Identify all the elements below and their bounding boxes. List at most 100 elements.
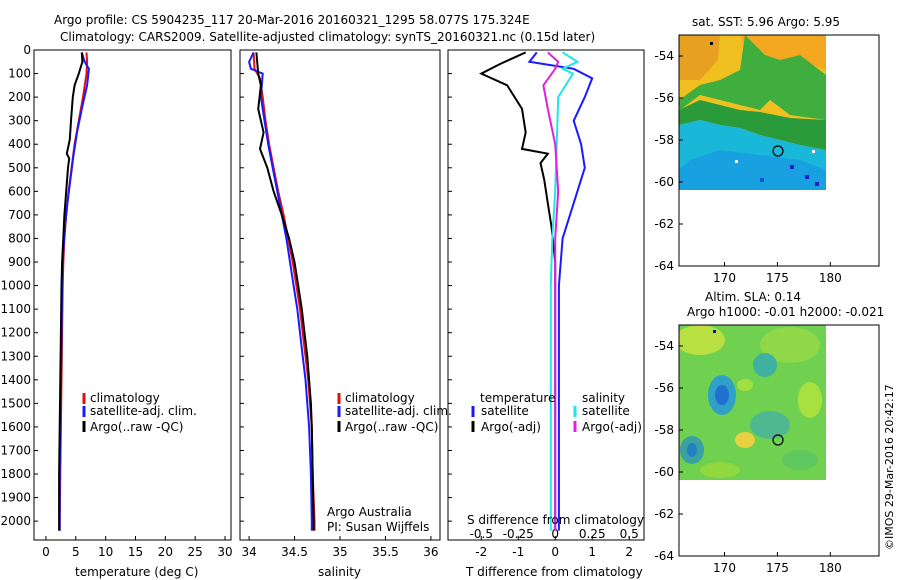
map-y-tick-label: -60 <box>654 175 674 189</box>
difference-axes-frame <box>447 49 645 541</box>
difference-x-ticks: -2 -1 0 1 2 -0.5 -0.25 0 0.25 0.5 <box>470 527 639 559</box>
argo-location-marker <box>772 434 784 446</box>
x-tick-label: 15 <box>128 545 143 559</box>
depth-tick-label: 1700 <box>0 443 31 457</box>
legend-label-satellite: satellite-adj. clim. <box>90 404 197 418</box>
sla-map-frame <box>678 324 880 557</box>
map-x-tick-label: 175 <box>766 561 789 575</box>
map-y-tick-label: -56 <box>654 381 674 395</box>
x-tick-label: 35.5 <box>372 545 399 559</box>
depth-tick-label: 300 <box>8 114 31 128</box>
legend-title-temperature: temperature <box>480 391 555 405</box>
depth-tick-label: 700 <box>8 208 31 222</box>
legend-label-sal-satellite: satellite <box>582 404 630 418</box>
x-tick-label-s: 0.5 <box>620 527 639 541</box>
x-tick-label: -1 <box>512 545 524 559</box>
x-tick-label: 25 <box>188 545 203 559</box>
sla-map-image <box>679 325 826 480</box>
depth-tick-label: 1800 <box>0 467 31 481</box>
salinity-series <box>248 51 316 531</box>
argo-location-marker <box>772 145 784 157</box>
title-line-1: Argo profile: CS 5904235_117 20-Mar-2016… <box>54 13 530 27</box>
legend-label-climatology: climatology <box>90 391 160 405</box>
map-x-tick-label: 175 <box>766 271 789 285</box>
depth-tick-label: 900 <box>8 255 31 269</box>
series-line-satellite-adj-clim- <box>58 52 90 531</box>
depth-tick-label: 200 <box>8 90 31 104</box>
temperature-x-ticks: 0 5 10 15 20 25 30 <box>42 536 233 559</box>
salinity-y-ticks <box>240 49 244 522</box>
map-x-tick-label: 180 <box>819 561 842 575</box>
map-y-tick-label: -64 <box>654 549 674 563</box>
x-tick-label: 36 <box>423 545 438 559</box>
legend-label-argo: Argo(..raw -QC) <box>90 420 183 434</box>
difference-y-ticks <box>448 49 452 522</box>
x-tick-label: 1 <box>588 545 596 559</box>
map-y-tick-label: -58 <box>654 423 674 437</box>
legend-label-sal-argo: Argo(-adj) <box>582 420 642 434</box>
temperature-panel: 0100200300400500600700800900100011001200… <box>0 43 232 579</box>
map-y-tick-label: -60 <box>654 465 674 479</box>
map-y-tick-label: -54 <box>654 339 674 353</box>
legend-label-satellite: satellite-adj. clim. <box>345 404 452 418</box>
x-tick-label: 20 <box>158 545 173 559</box>
annotation-line-1: Argo Australia <box>327 505 412 519</box>
depth-tick-label: 1000 <box>0 279 31 293</box>
depth-tick-label: 400 <box>8 137 31 151</box>
series-line-temperature-argo-adj- <box>478 51 557 531</box>
depth-tick-label: 100 <box>8 67 31 81</box>
depth-tick-label: 800 <box>8 231 31 245</box>
series-line-climatology <box>58 52 89 531</box>
depth-axis: 0 100 200 300 400 500 600 700 800 900 1000 1100 1200… <box>0 43 38 528</box>
x-tick-label-s: -0.25 <box>503 527 534 541</box>
map-y-tick-label: -62 <box>654 217 674 231</box>
x-tick-label: 35 <box>332 545 347 559</box>
sst-map-image <box>679 35 826 190</box>
temperature-xlabel: temperature (deg C) <box>75 565 198 579</box>
difference-series <box>478 51 594 531</box>
sst-map-frame <box>678 34 880 267</box>
temperature-axes-frame <box>33 49 232 541</box>
x-tick-label: 2 <box>625 545 633 559</box>
salinity-legend: climatology satellite-adj. clim. Argo(..… <box>337 391 452 434</box>
depth-tick-label: 1100 <box>0 302 31 316</box>
series-line-temperature-satellite <box>527 51 594 531</box>
map-y-tick-label: -54 <box>654 49 674 63</box>
legend-title-salinity: salinity <box>582 391 625 405</box>
depth-tick-label: 600 <box>8 184 31 198</box>
x-tick-label: 0 <box>551 545 559 559</box>
legend-label-argo: Argo(..raw -QC) <box>345 420 438 434</box>
map-x-tick-label: 170 <box>713 561 736 575</box>
series-line-salinity-satellite <box>549 51 580 531</box>
sla-map-panel: Altim. SLA: 0.14 Argo h1000: -0.01 h2000… <box>654 290 884 575</box>
sla-map-ticks: -54 -56 -58 -60 -62 -64 170 175 180 <box>654 339 841 575</box>
map-y-tick-label: -56 <box>654 91 674 105</box>
series-line-argo-raw-qc- <box>58 52 84 531</box>
legend-label-temp-satellite: satellite <box>481 404 529 418</box>
depth-tick-label: 1300 <box>0 349 31 363</box>
title-line-2: Climatology: CARS2009. Satellite-adjuste… <box>60 30 596 44</box>
map-y-tick-label: -64 <box>654 259 674 273</box>
x-tick-label: 0 <box>42 545 50 559</box>
x-tick-label-s: -0.5 <box>470 527 493 541</box>
difference-xlabel: T difference from climatology <box>465 565 643 579</box>
map-y-tick-label: -58 <box>654 133 674 147</box>
x-tick-label: 10 <box>98 545 113 559</box>
depth-tick-label: 0 <box>23 43 31 57</box>
depth-tick-label: 1500 <box>0 396 31 410</box>
sla-map-title-line-1: Altim. SLA: 0.14 <box>705 290 801 304</box>
x-tick-label-s: 0 <box>551 527 559 541</box>
difference-panel: -2 -1 0 1 2 -0.5 -0.25 0 0.25 0.5 S difference fr… <box>447 49 645 579</box>
sst-map-panel: sat. SST: 5.96 Argo: 5.95 -54 -56 -58 -60 -6… <box>654 15 880 285</box>
salinity-axes-frame <box>239 49 441 541</box>
x-tick-label: 5 <box>72 545 80 559</box>
difference-top-xlabel: S difference from climatology <box>467 513 644 527</box>
x-tick-label: 34.5 <box>281 545 308 559</box>
legend-label-temp-argo: Argo(-adj) <box>481 420 541 434</box>
temperature-legend: climatology satellite-adj. clim. Argo(..… <box>82 391 197 434</box>
depth-tick-label: 500 <box>8 161 31 175</box>
x-tick-label-s: 0.25 <box>579 527 606 541</box>
salinity-x-ticks: 34 34.5 35 35.5 36 <box>241 536 439 559</box>
map-x-tick-label: 180 <box>819 271 842 285</box>
